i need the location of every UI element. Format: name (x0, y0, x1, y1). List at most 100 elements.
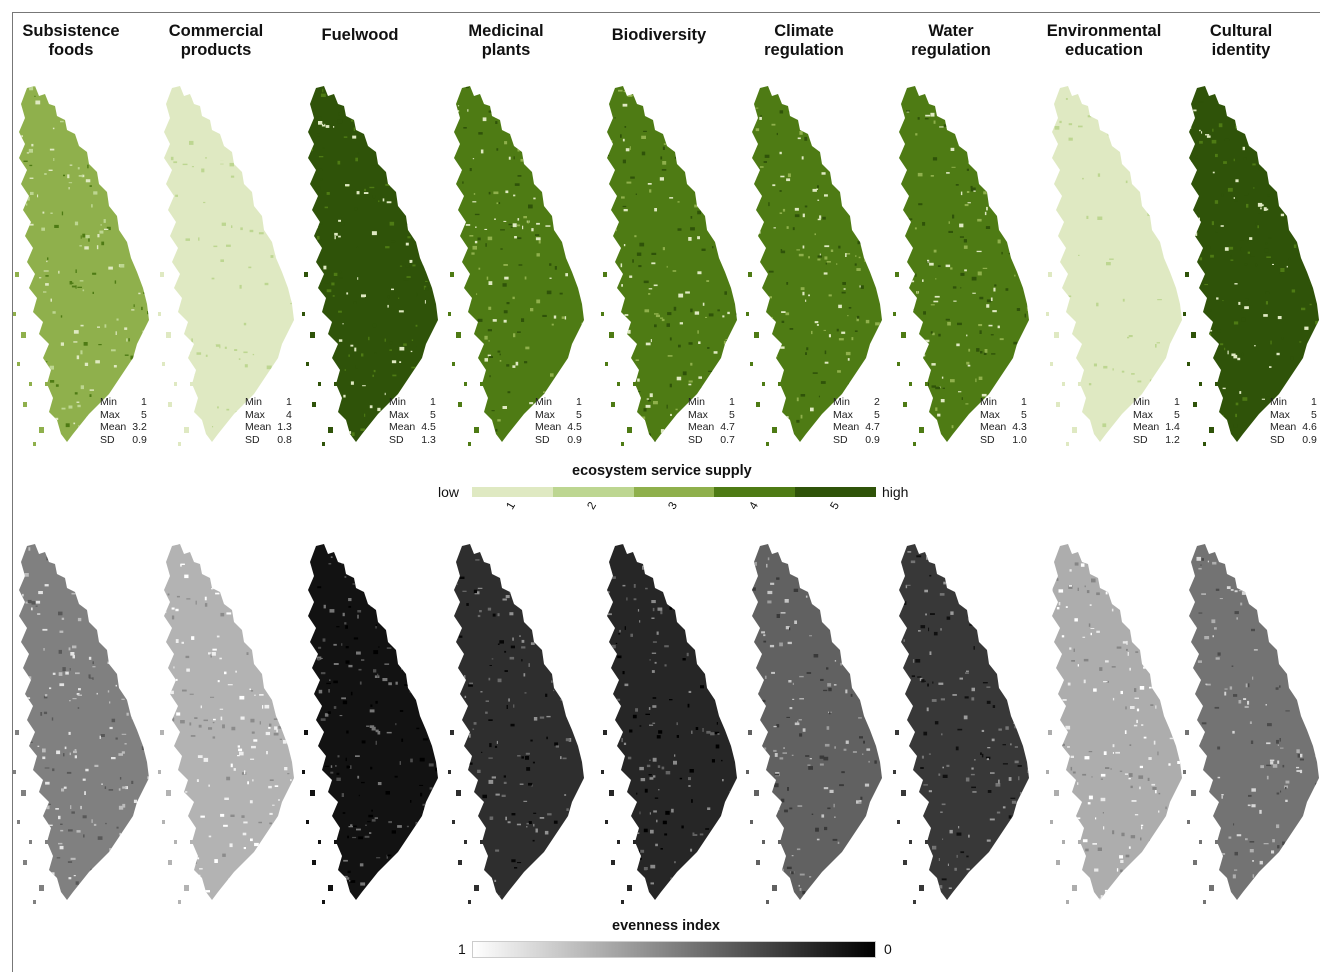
map-patch (1052, 436, 1057, 437)
map-patch (789, 808, 792, 810)
map-island (601, 312, 604, 316)
map-patch (557, 581, 559, 583)
map-patch (1058, 280, 1060, 281)
map-patch (871, 358, 874, 361)
map-patch (630, 544, 632, 545)
stat-value-min: 1 (1296, 396, 1317, 409)
map-patch (208, 652, 211, 654)
map-patch (45, 275, 48, 277)
map-patch (259, 183, 262, 184)
map-patch (817, 324, 819, 326)
map-patch (607, 273, 610, 275)
map-patch (210, 569, 212, 572)
map-patch (899, 237, 902, 238)
map-patch (655, 844, 658, 847)
map-patch (1029, 112, 1032, 115)
map-patch (941, 733, 942, 735)
map-patch (817, 185, 819, 188)
map-patch (946, 172, 950, 174)
map-patch (835, 660, 836, 662)
map-patch (1129, 623, 1130, 626)
map-patch (1012, 590, 1017, 591)
stat-value-mean: 1.3 (271, 421, 292, 434)
map-patch (348, 598, 351, 601)
map-patch (1075, 562, 1079, 565)
map-patch (1234, 159, 1235, 162)
map-patch (65, 747, 67, 750)
map-patch (1276, 644, 1277, 646)
map-patch (436, 271, 439, 274)
map-patch (405, 205, 409, 208)
map-patch (1203, 823, 1206, 826)
map-patch (749, 677, 751, 679)
map-patch (151, 762, 153, 765)
map-patch (820, 756, 825, 759)
map-patch (1105, 393, 1108, 396)
map-patch (625, 824, 627, 825)
map-patch (511, 646, 515, 649)
map-patch (99, 231, 103, 234)
map-patch (344, 136, 348, 138)
map-patch (234, 349, 237, 351)
map-patch (731, 804, 734, 806)
map-island (21, 790, 26, 796)
map-patch (1137, 290, 1140, 292)
map-patch (644, 281, 649, 284)
map-patch (1281, 607, 1283, 609)
map-patch (77, 402, 80, 403)
map-patch (121, 699, 124, 700)
stat-label-min: Min (833, 396, 859, 409)
map-patch (1104, 751, 1107, 755)
map-patch (422, 598, 426, 601)
map-patch (253, 857, 256, 861)
map-patch (310, 442, 312, 443)
evenness-map-9 (1179, 540, 1320, 910)
map-patch (9, 262, 12, 263)
map-patch (1168, 763, 1170, 765)
map-patch (599, 428, 601, 432)
map-patch (475, 399, 476, 403)
map-patch (226, 409, 229, 411)
map-patch (1182, 237, 1185, 239)
map-patch (1222, 300, 1223, 301)
map-patch (1174, 251, 1175, 255)
map-patch (143, 678, 145, 679)
map-island (1072, 885, 1077, 891)
map-patch (1079, 293, 1082, 295)
map-patch (575, 232, 576, 235)
map-patch (60, 121, 64, 123)
map-patch (259, 226, 263, 228)
map-patch (1275, 584, 1276, 586)
map-patch (338, 113, 340, 115)
map-patch (1152, 618, 1154, 620)
map-patch (141, 643, 144, 646)
map-patch (691, 799, 693, 803)
map-patch (630, 634, 633, 637)
map-patch (778, 834, 780, 837)
map-patch (523, 436, 526, 437)
map-patch (131, 781, 133, 784)
map-patch (361, 659, 364, 661)
map-patch (759, 195, 762, 198)
map-island (456, 790, 461, 796)
map-patch (821, 814, 824, 817)
map-patch (160, 220, 163, 222)
map-patch (692, 637, 693, 641)
map-patch (1312, 879, 1314, 883)
map-patch (120, 833, 121, 836)
map-patch (338, 311, 342, 313)
map-patch (172, 420, 177, 421)
map-patch (1276, 600, 1280, 603)
map-patch (1031, 104, 1033, 106)
map-patch (1172, 655, 1175, 658)
map-patch (206, 901, 208, 903)
map-patch (300, 151, 302, 153)
map-patch (223, 215, 225, 219)
map-patch (374, 352, 376, 354)
map-patch (175, 302, 179, 304)
map-patch (257, 244, 259, 245)
map-patch (291, 849, 295, 851)
map-patch (1225, 689, 1228, 690)
map-patch (977, 166, 982, 167)
evenness-map-region (19, 544, 149, 900)
